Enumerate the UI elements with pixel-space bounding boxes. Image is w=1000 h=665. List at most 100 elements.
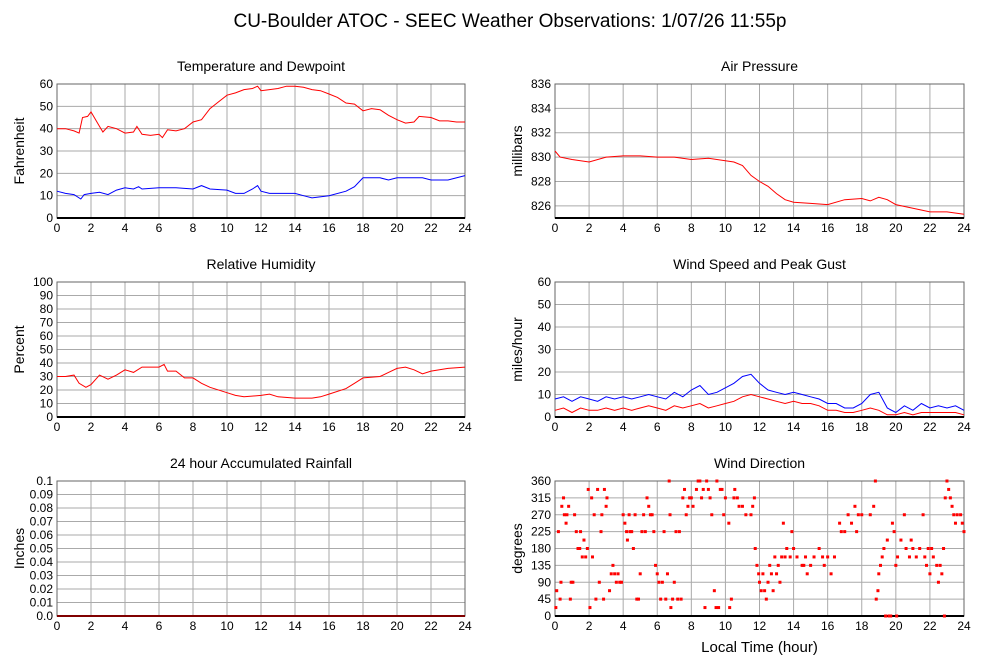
x-tick-label: 0 — [54, 221, 61, 235]
data-point — [647, 504, 651, 508]
chart-title: 24 hour Accumulated Rainfall — [170, 455, 352, 471]
y-tick-label: 40 — [40, 356, 54, 370]
data-point — [671, 597, 675, 601]
x-tick-label: 6 — [156, 619, 163, 633]
x-tick-label: 0 — [552, 420, 559, 434]
data-point — [582, 538, 586, 542]
y-tick-label: 60 — [538, 275, 552, 289]
chart-title: Air Pressure — [721, 58, 798, 74]
x-tick-label: 24 — [957, 221, 971, 235]
data-point — [872, 504, 876, 508]
y-tick-label: 0 — [544, 609, 551, 623]
data-point — [812, 555, 816, 559]
data-point — [698, 479, 702, 483]
data-point — [829, 572, 833, 576]
data-point — [714, 606, 718, 610]
data-point — [611, 563, 615, 567]
data-point — [654, 563, 658, 567]
data-point — [616, 572, 620, 576]
data-point — [579, 530, 583, 534]
x-tick-label: 24 — [458, 420, 472, 434]
data-point — [708, 496, 712, 500]
data-point — [676, 597, 680, 601]
data-point — [921, 513, 925, 517]
y-tick-label: 60 — [40, 329, 54, 343]
y-tick-label: 10 — [40, 397, 54, 411]
data-point — [720, 487, 724, 491]
data-point — [874, 597, 878, 601]
data-point — [727, 521, 731, 525]
data-point — [674, 530, 678, 534]
x-tick-label: 8 — [688, 221, 695, 235]
data-point — [876, 589, 880, 593]
data-point — [614, 580, 618, 584]
data-point — [688, 496, 692, 500]
page-title: CU-Boulder ATOC - SEEC Weather Observati… — [233, 11, 786, 32]
x-tick-label: 4 — [620, 619, 627, 633]
data-point — [761, 572, 765, 576]
data-point — [783, 555, 787, 559]
x-tick-label: 10 — [719, 420, 733, 434]
y-tick-label: 0.09 — [30, 488, 54, 502]
data-point — [683, 487, 687, 491]
x-tick-label: 0 — [552, 221, 559, 235]
y-tick-label: 20 — [40, 166, 54, 180]
series-line-0 — [57, 85, 465, 139]
y-tick-label: 70 — [40, 316, 54, 330]
data-point — [785, 547, 789, 550]
series-line-1 — [554, 393, 965, 416]
y-tick-label: 0.1 — [36, 474, 53, 488]
chart-title: Wind Speed and Peak Gust — [673, 256, 846, 272]
y-tick-label: 834 — [531, 101, 551, 115]
x-tick-label: 4 — [122, 619, 129, 633]
data-point — [625, 538, 629, 542]
data-point — [650, 513, 654, 517]
data-point — [948, 496, 952, 500]
x-tick-label: 2 — [586, 619, 593, 633]
x-tick-label: 16 — [322, 619, 336, 633]
data-point — [597, 580, 601, 584]
data-point — [938, 563, 942, 567]
x-tick-label: 20 — [390, 221, 404, 235]
data-point — [940, 572, 944, 576]
data-point — [558, 597, 562, 601]
data-point — [909, 538, 913, 542]
data-point — [894, 563, 898, 567]
data-point — [691, 504, 695, 508]
data-point — [942, 547, 946, 550]
data-point — [962, 530, 966, 534]
y-tick-label: 0.0 — [36, 609, 53, 623]
data-point — [942, 614, 946, 618]
data-point — [902, 513, 906, 517]
data-point — [578, 547, 582, 550]
data-point — [672, 580, 676, 584]
data-point — [766, 580, 770, 584]
x-tick-label: 14 — [787, 619, 801, 633]
data-point — [659, 597, 663, 601]
data-point — [608, 589, 612, 593]
data-point — [602, 597, 606, 601]
data-point — [850, 521, 854, 525]
x-tick-label: 2 — [88, 221, 95, 235]
chart-title: Wind Direction — [714, 455, 805, 471]
data-point — [585, 547, 589, 550]
data-point — [705, 479, 709, 483]
x-tick-label: 2 — [586, 221, 593, 235]
data-point — [947, 487, 951, 491]
x-tick-label: 18 — [356, 221, 370, 235]
data-point — [643, 530, 647, 534]
data-point — [729, 597, 733, 601]
x-tick-label: 18 — [855, 420, 869, 434]
data-point — [855, 530, 859, 534]
data-point — [703, 606, 707, 610]
y-tick-label: 828 — [531, 174, 551, 188]
x-tick-label: 2 — [88, 619, 95, 633]
y-tick-label: 0.06 — [30, 528, 54, 542]
x-tick-label: 10 — [719, 619, 733, 633]
y-tick-label: 10 — [538, 388, 552, 402]
y-tick-label: 30 — [538, 343, 552, 357]
data-point — [600, 513, 604, 517]
y-tick-label: 45 — [538, 592, 552, 606]
